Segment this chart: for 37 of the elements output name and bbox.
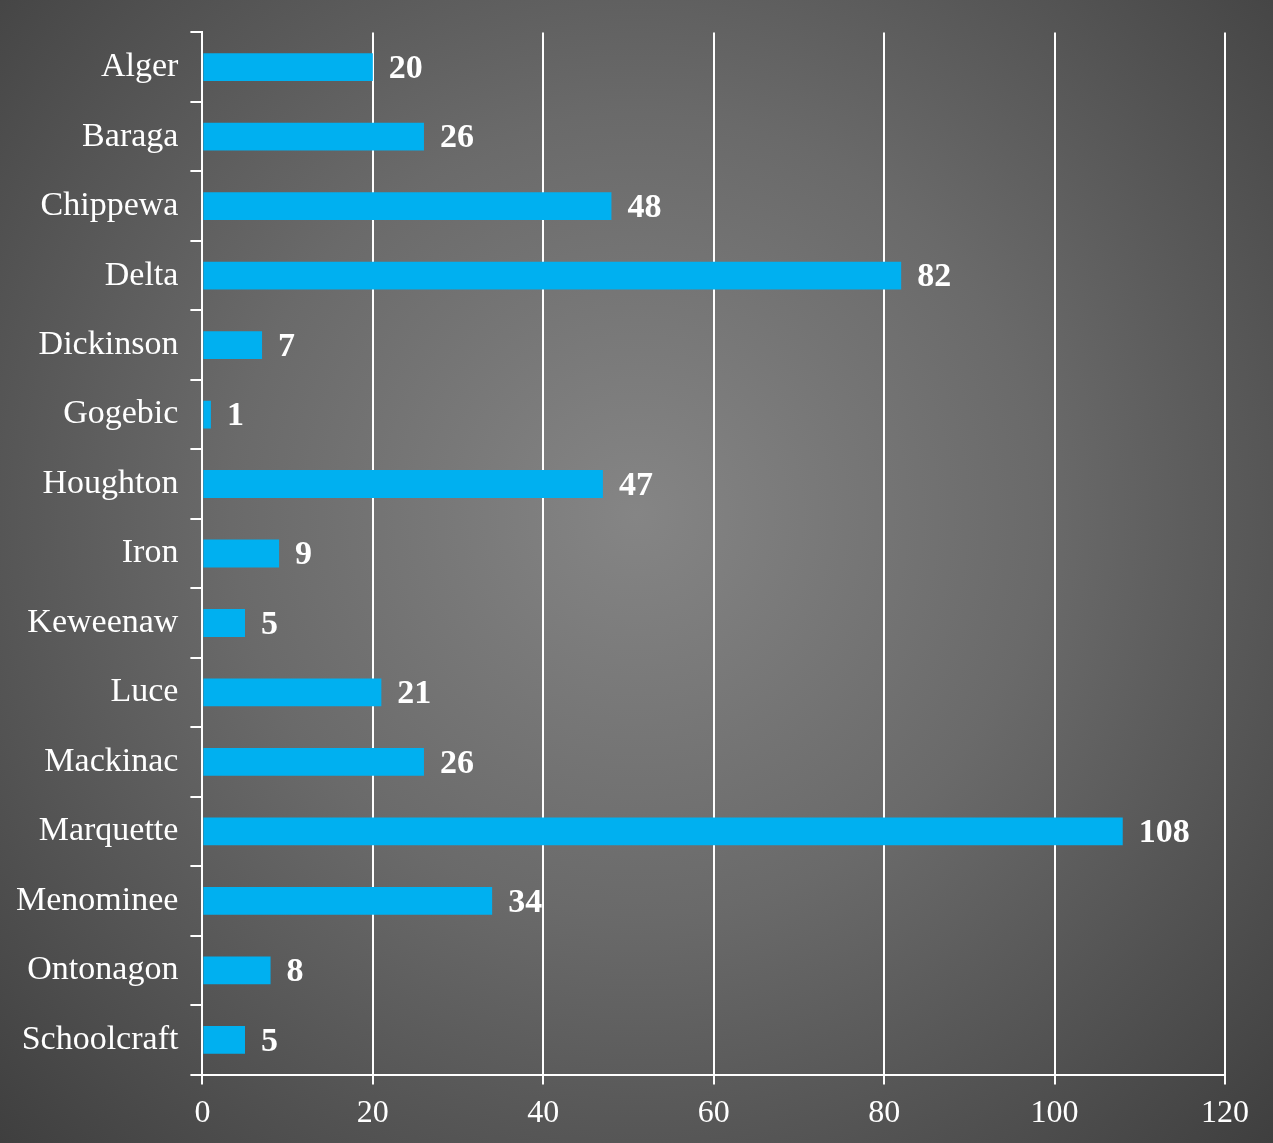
data-label: 47 xyxy=(618,464,653,502)
data-label: 26 xyxy=(439,742,474,780)
y-tick-label: Marquette xyxy=(38,810,179,848)
x-tick-label: 0 xyxy=(194,1093,211,1130)
y-tick-label: Ontonagon xyxy=(27,949,179,987)
data-label: 82 xyxy=(917,256,952,294)
y-tick-label: Dickinson xyxy=(38,323,179,361)
data-label: 48 xyxy=(627,186,662,224)
y-tick-label: Keweenaw xyxy=(27,601,179,639)
data-label: 5 xyxy=(261,1020,278,1058)
data-label: 26 xyxy=(439,117,474,155)
y-tick-label: Schoolcraft xyxy=(21,1018,179,1056)
y-tick-label: Houghton xyxy=(42,462,179,500)
y-tick-label: Luce xyxy=(110,671,179,709)
y-tick-label: Delta xyxy=(104,254,179,292)
y-tick-label: Iron xyxy=(121,532,179,570)
data-label: 8 xyxy=(286,951,304,989)
x-tick-label: 40 xyxy=(527,1093,560,1130)
y-tick-label: Chippewa xyxy=(40,185,179,223)
y-tick-label: Gogebic xyxy=(63,393,179,431)
y-tick-label: Menominee xyxy=(15,879,179,917)
x-tick-label: 20 xyxy=(356,1093,389,1130)
y-tick-label: Alger xyxy=(100,46,180,84)
x-tick-label: 100 xyxy=(1030,1093,1079,1130)
data-label: 21 xyxy=(397,673,432,711)
data-label: 34 xyxy=(508,881,543,919)
data-label: 20 xyxy=(388,47,423,85)
data-label: 108 xyxy=(1138,812,1190,850)
data-label: 7 xyxy=(278,325,296,363)
x-tick-label: 60 xyxy=(697,1093,730,1130)
y-tick-label: Baraga xyxy=(82,115,179,153)
data-label: 5 xyxy=(261,603,278,641)
x-tick-label: 80 xyxy=(868,1093,901,1130)
x-tick-label: 120 xyxy=(1201,1093,1249,1130)
y-tick-label: Mackinac xyxy=(44,740,179,778)
data-label: 9 xyxy=(295,534,313,572)
data-label: 1 xyxy=(226,395,244,433)
